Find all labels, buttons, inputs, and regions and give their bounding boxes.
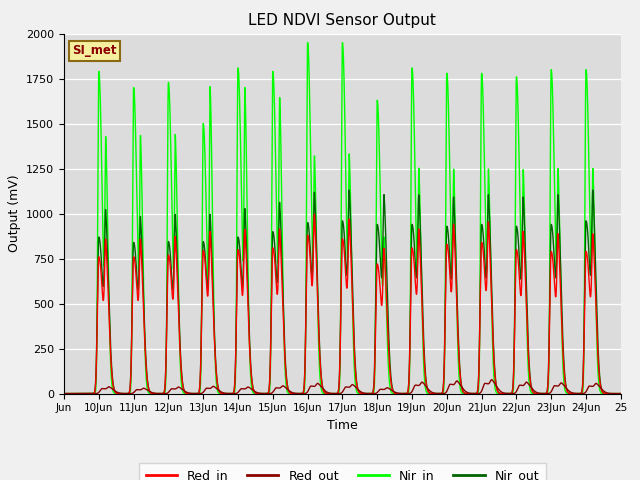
Legend: Red_in, Red_out, Nir_in, Nir_out: Red_in, Red_out, Nir_in, Nir_out [140,463,545,480]
Text: SI_met: SI_met [72,44,117,58]
X-axis label: Time: Time [327,419,358,432]
Title: LED NDVI Sensor Output: LED NDVI Sensor Output [248,13,436,28]
Y-axis label: Output (mV): Output (mV) [8,175,20,252]
